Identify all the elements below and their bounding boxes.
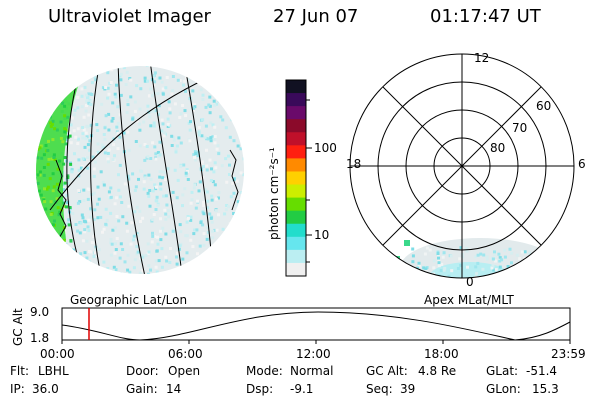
altitude-curve [61,311,571,341]
colorbar-tick-10: 10 [314,228,329,242]
colorbar-swatch [286,236,306,251]
polar-plot: 12 18 6 0 60 70 80 [346,51,586,289]
gain-label: Gain: [126,382,158,396]
colorbar-swatch [286,262,306,277]
colorbar-swatch [286,106,306,120]
seq-value: 39 [400,382,415,396]
colorbar-swatch [286,184,306,199]
colorbar-tick-100: 100 [314,141,337,155]
mlt-label-12: 12 [474,51,489,65]
mlt-label-6: 6 [578,157,586,171]
colorbar-swatch [286,145,306,159]
time-tick-0600: 06:00 [168,347,203,361]
altitude-plot: GC Alt 9.0 1.8 00:00 06:00 12:00 18:00 2… [11,305,586,361]
observation-date: 27 Jun 07 [273,6,359,27]
lat-label-80: 80 [490,141,505,155]
globe-projection-label: Geographic Lat/Lon [70,293,187,307]
mode-value: Normal [290,364,333,378]
mode-label: Mode: [246,364,283,378]
colorbar-unit-label: photon cm⁻²s⁻¹ [267,147,281,240]
colorbar-swatch [286,197,306,212]
globe-image [36,66,244,274]
time-tick-1200: 12:00 [296,347,331,361]
colorbar-swatch [286,223,306,238]
colorbar-swatch [286,158,306,173]
mlt-label-0: 0 [466,275,474,289]
glon-value: 15.3 [532,382,559,396]
glat-value: -51.4 [526,364,557,378]
polar-projection-label: Apex MLat/MLT [424,293,514,307]
ip-value: 36.0 [32,382,59,396]
dsp-value: -9.1 [290,382,313,396]
altitude-axis-title: GC Alt [11,308,25,346]
gcalt-label: GC Alt: [366,364,408,378]
observation-time: 01:17:47 UT [430,6,541,27]
flt-value: LBHL [38,364,69,378]
altitude-tick-9: 9.0 [30,305,49,319]
instrument-title: Ultraviolet Imager [48,6,211,27]
lat-label-60: 60 [536,99,551,113]
colorbar-swatch [286,249,306,264]
gain-value: 14 [166,382,181,396]
metadata-panel: Flt: LBHL IP: 36.0 Door: Open Gain: 14 M… [10,364,559,396]
gcalt-value: 4.8 Re [418,364,456,378]
glat-label: GLat: [486,364,518,378]
lat-label-70: 70 [512,121,527,135]
colorbar-swatch [286,210,306,225]
colorbar-swatch [286,119,306,133]
door-label: Door: [126,364,159,378]
time-tick-1800: 18:00 [424,347,459,361]
flt-label: Flt: [10,364,29,378]
door-value: Open [168,364,200,378]
altitude-tick-1.8: 1.8 [30,331,49,345]
seq-label: Seq: [366,382,393,396]
colorbar-swatch [286,80,306,94]
time-tick-2359: 23:59 [551,347,586,361]
colorbar-swatch [286,132,306,146]
ip-label: IP: [10,382,25,396]
dsp-label: Dsp: [246,382,273,396]
colorbar-swatch [286,171,306,186]
time-tick-0000: 00:00 [40,347,75,361]
colorbar: 100 10 photon cm⁻²s⁻¹ [267,79,337,277]
colorbar-swatch [286,93,306,107]
mlt-label-18: 18 [346,157,361,171]
glon-label: GLon: [486,382,521,396]
